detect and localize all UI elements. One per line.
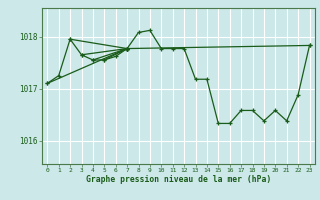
X-axis label: Graphe pression niveau de la mer (hPa): Graphe pression niveau de la mer (hPa) (86, 175, 271, 184)
